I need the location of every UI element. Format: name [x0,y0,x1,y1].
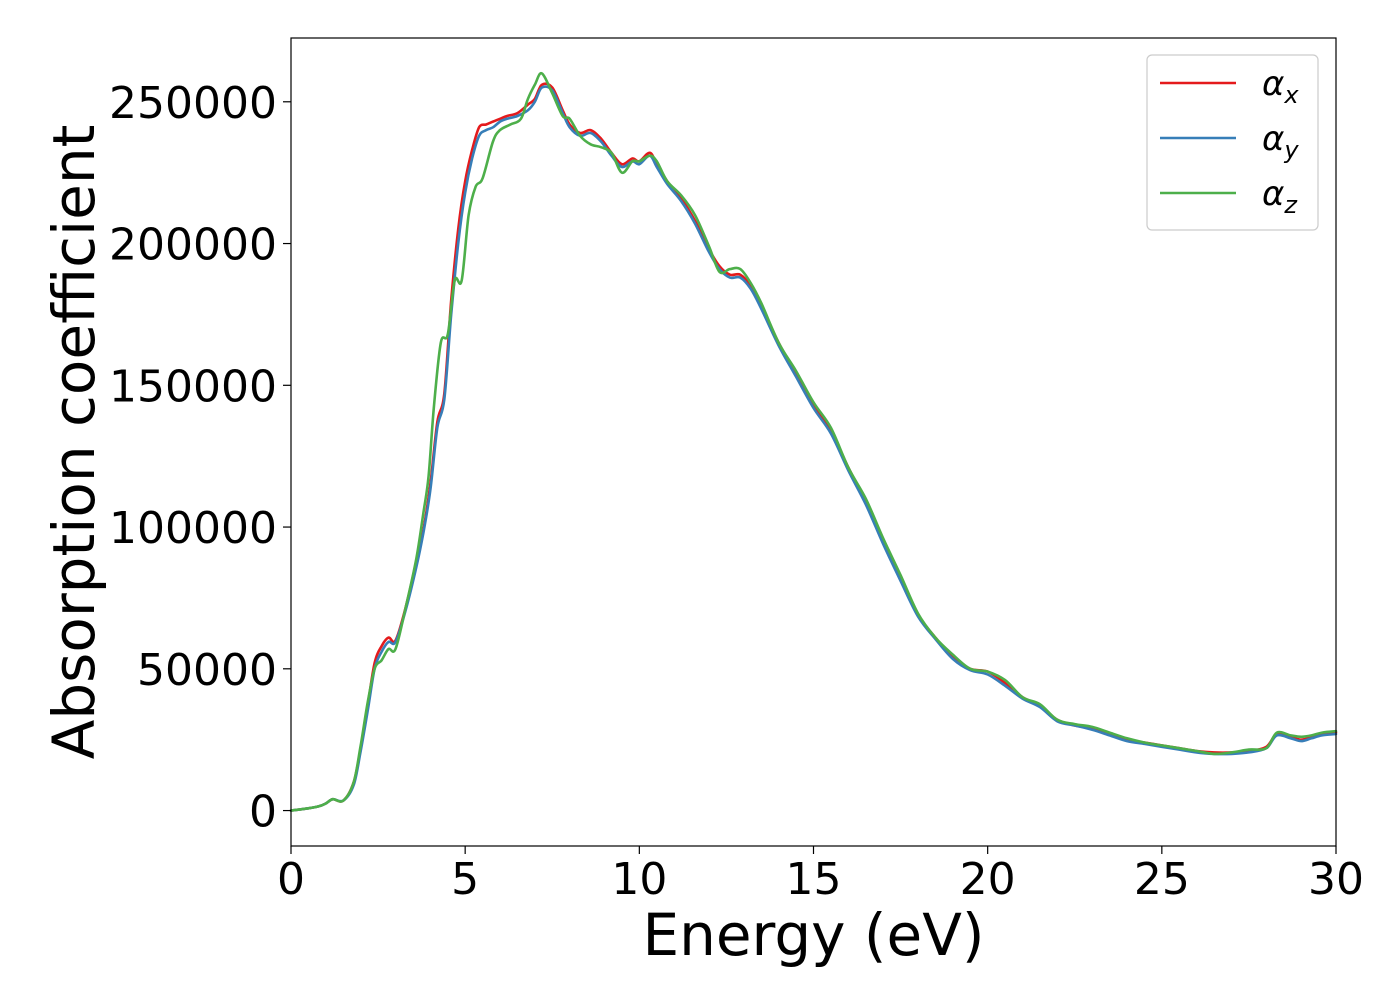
y-tick-label: 250000 [109,78,277,129]
series-line-alpha-y [289,85,1338,812]
x-tick-label: 30 [1308,854,1364,905]
series-line-alpha-z [289,72,1338,812]
legend-label-alpha-x: αx [1262,64,1299,109]
y-tick-label: 0 [249,787,277,838]
y-tick-label: 200000 [109,220,277,271]
x-tick-label: 25 [1134,854,1190,905]
series-lines [289,72,1338,812]
x-tick-label: 15 [786,854,842,905]
x-axis-label: Energy (eV) [642,901,984,969]
y-tick-label: 150000 [109,361,277,412]
legend-box [1146,54,1319,231]
x-axis: 0 5 10 15 20 25 30 [277,846,1364,905]
x-tick-label: 10 [611,854,667,905]
y-axis: 0 50000 100000 150000 200000 250000 [109,78,291,838]
legend: αx αy αz [1146,54,1319,231]
y-tick-label: 50000 [137,645,277,696]
y-tick-label: 100000 [109,503,277,554]
legend-label-alpha-y: αy [1262,119,1299,164]
x-tick-label: 0 [277,854,305,905]
x-tick-label: 20 [960,854,1016,905]
x-tick-label: 5 [451,854,479,905]
legend-label-alpha-z: αz [1262,174,1298,219]
y-axis-label: Absorption coefficient [40,125,108,760]
